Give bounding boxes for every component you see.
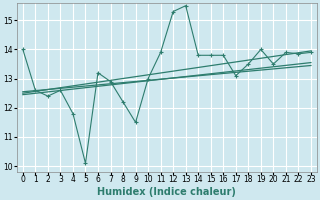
X-axis label: Humidex (Indice chaleur): Humidex (Indice chaleur) [98,187,236,197]
